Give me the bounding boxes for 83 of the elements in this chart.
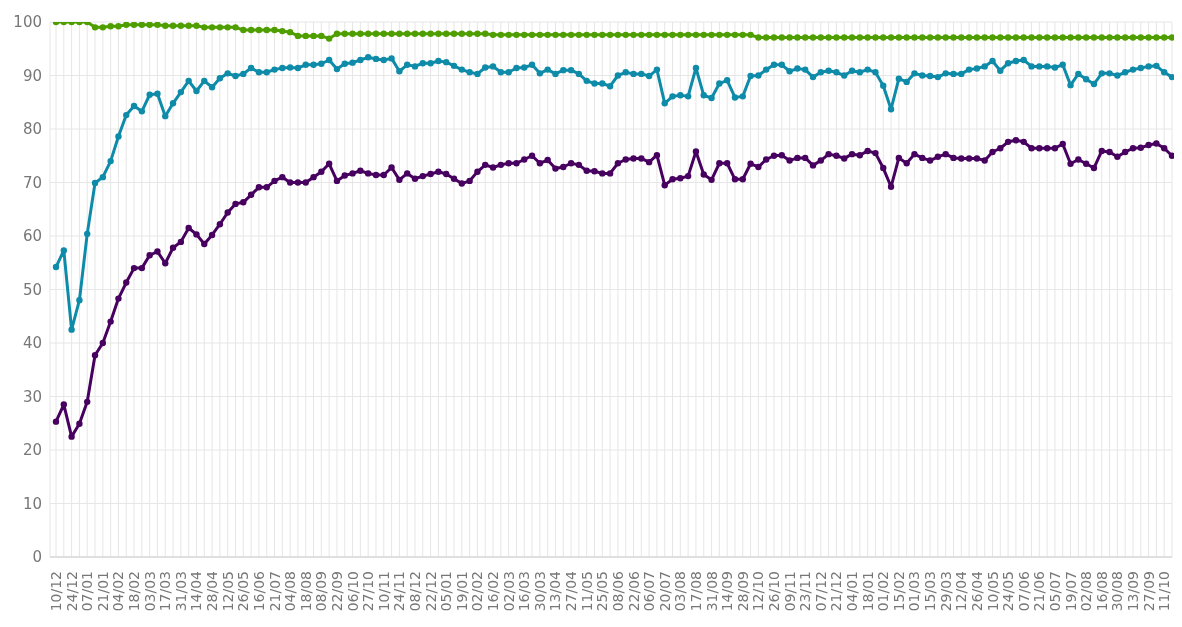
x-tick-label: 08/06	[609, 570, 626, 612]
x-tick-label: 15/02	[890, 571, 907, 612]
x-tick-label: 10/11	[375, 571, 392, 612]
x-tick-label: 07/12	[812, 571, 829, 612]
y-tick-label: 20	[22, 441, 42, 460]
x-tick-label: 31/03	[172, 571, 189, 612]
y-tick-label: 30	[22, 387, 42, 406]
x-tick-label: 12/04	[953, 570, 970, 612]
x-tick-label: 11/05	[578, 571, 595, 612]
x-tick-label: 01/03	[906, 571, 923, 612]
x-tick-label: 10/12	[48, 571, 64, 612]
x-tick-label: 12/05	[219, 571, 236, 612]
x-tick-label: 09/11	[781, 571, 798, 612]
x-tick-label: 08/09	[313, 571, 330, 612]
y-tick-label: 100	[13, 13, 42, 32]
x-tick-label: 04/01	[844, 571, 861, 612]
y-tick-label: 40	[22, 334, 42, 353]
x-tick-label: 03/03	[141, 571, 158, 612]
x-tick-label: 24/11	[391, 571, 408, 612]
y-tick-label: 70	[22, 173, 42, 192]
x-tick-label: 19/07	[1062, 571, 1079, 612]
x-tick-label: 21/01	[94, 571, 111, 612]
x-tick-label: 03/08	[672, 571, 689, 612]
x-tick-label: 22/06	[625, 570, 642, 612]
x-tick-label: 26/10	[765, 571, 782, 612]
x-tick-label: 19/01	[453, 571, 470, 612]
x-tick-label: 15/03	[922, 571, 939, 612]
x-tick-label: 27/09	[1140, 571, 1157, 612]
x-tick-label: 29/03	[937, 571, 954, 612]
x-tick-label: 02/08	[1078, 571, 1095, 612]
x-tick-label: 27/04	[563, 570, 580, 612]
x-tick-label: 16/02	[485, 571, 502, 612]
x-tick-label: 28/09	[734, 571, 751, 612]
x-tick-label: 01/02	[875, 571, 892, 612]
x-tick-label: 04/08	[282, 571, 299, 612]
x-tick-label: 21/12	[828, 571, 845, 612]
x-tick-label: 10/05	[984, 571, 1001, 612]
x-tick-label: 13/09	[1124, 571, 1141, 612]
x-tick-label: 13/04	[547, 570, 564, 612]
x-tick-label: 24/12	[63, 571, 80, 612]
x-tick-label: 20/07	[656, 571, 673, 612]
x-tick-label: 26/05	[235, 571, 252, 612]
x-tick-label: 17/08	[687, 571, 704, 612]
x-tick-label: 06/10	[344, 571, 361, 612]
x-tick-label: 18/01	[859, 571, 876, 612]
x-tick-label: 22/09	[328, 571, 345, 612]
x-tick-label: 02/02	[469, 571, 486, 612]
x-tick-label: 05/07	[1046, 571, 1063, 612]
x-tick-label: 07/06	[1015, 570, 1032, 612]
x-tick-label: 28/04	[204, 570, 221, 612]
x-tick-label: 11/10	[1156, 571, 1173, 612]
x-tick-label: 07/01	[79, 571, 96, 612]
x-tick-label: 22/12	[422, 571, 439, 612]
x-tick-label: 30/03	[531, 571, 548, 612]
x-tick-label: 21/07	[266, 571, 283, 612]
x-tick-label: 08/12	[406, 571, 423, 612]
x-tick-label: 27/10	[360, 571, 377, 612]
x-tick-label: 18/02	[126, 571, 143, 612]
y-tick-label: 90	[22, 66, 42, 85]
x-tick-label: 06/07	[641, 571, 658, 612]
x-tick-label: 05/01	[438, 571, 455, 612]
x-tick-label: 30/08	[1109, 571, 1126, 612]
x-tick-label: 16/08	[1093, 571, 1110, 612]
x-tick-label: 25/05	[594, 571, 611, 612]
x-tick-label: 04/02	[110, 571, 127, 612]
y-tick-label: 60	[22, 227, 42, 246]
x-tick-label: 14/09	[719, 571, 736, 612]
y-tick-label: 0	[32, 548, 42, 567]
y-tick-label: 10	[22, 494, 42, 513]
x-tick-label: 26/04	[968, 570, 985, 612]
x-tick-label: 12/10	[750, 571, 767, 612]
x-tick-label: 21/06	[1031, 570, 1048, 612]
x-tick-label: 17/03	[157, 571, 174, 612]
x-tick-label: 16/06	[250, 570, 267, 612]
x-tick-label: 14/04	[188, 570, 205, 612]
x-tick-label: 16/03	[516, 571, 533, 612]
x-tick-label: 24/05	[1000, 571, 1017, 612]
y-tick-label: 80	[22, 120, 42, 139]
y-tick-label: 50	[22, 280, 42, 299]
x-tick-label: 02/03	[500, 571, 517, 612]
x-tick-label: 31/08	[703, 571, 720, 612]
x-tick-label: 18/08	[297, 571, 314, 612]
x-tick-label: 23/11	[797, 571, 814, 612]
